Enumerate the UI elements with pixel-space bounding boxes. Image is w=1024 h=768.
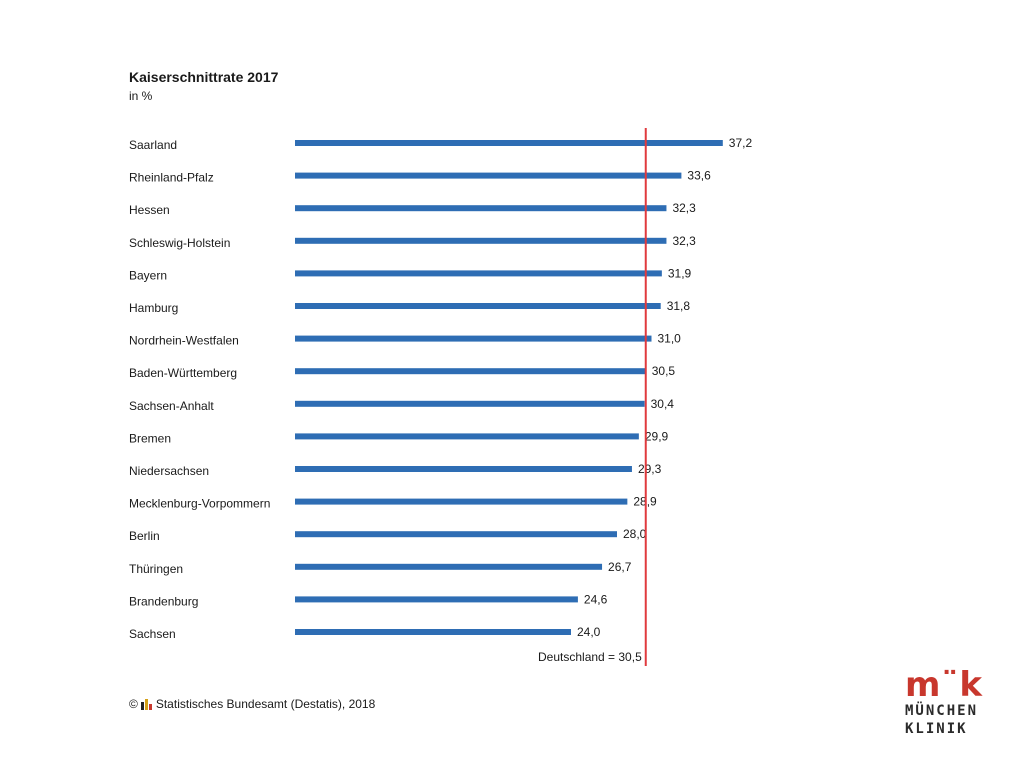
category-label: Sachsen-Anhalt bbox=[129, 399, 214, 413]
logo-line-1: MÜNCHEN bbox=[905, 703, 979, 719]
logo-mark: m¨k bbox=[905, 665, 984, 705]
bar bbox=[295, 596, 578, 603]
category-label: Hamburg bbox=[129, 301, 178, 315]
value-label: 32,3 bbox=[672, 234, 696, 248]
bar bbox=[295, 466, 632, 472]
category-label: Brandenburg bbox=[129, 594, 198, 608]
value-label: 33,6 bbox=[687, 169, 711, 183]
value-label: 31,9 bbox=[668, 266, 692, 280]
bar bbox=[295, 629, 571, 635]
category-label: Hessen bbox=[129, 203, 170, 217]
value-label: 31,8 bbox=[667, 299, 691, 313]
source-text: Statistisches Bundesamt (Destatis), 2018 bbox=[155, 697, 376, 711]
category-label: Schleswig-Holstein bbox=[129, 236, 230, 250]
category-label: Berlin bbox=[129, 529, 160, 543]
bar bbox=[295, 531, 617, 538]
value-label: 29,3 bbox=[638, 462, 662, 476]
bar bbox=[295, 498, 628, 505]
category-label: Sachsen bbox=[129, 627, 176, 641]
chart-subtitle: in % bbox=[129, 89, 153, 103]
reference-line-label: Deutschland = 30,5 bbox=[538, 650, 642, 664]
bar bbox=[295, 433, 639, 440]
bar bbox=[295, 270, 662, 277]
value-label: 24,6 bbox=[584, 592, 608, 606]
bar bbox=[295, 400, 645, 407]
logo-line-2: KLINIK bbox=[905, 721, 968, 737]
category-label: Niedersachsen bbox=[129, 464, 209, 478]
bar bbox=[295, 368, 646, 375]
source-note: © Statistisches Bundesamt (Destatis), 20… bbox=[129, 697, 375, 711]
bar bbox=[295, 172, 682, 179]
category-label: Bremen bbox=[129, 431, 171, 445]
category-label: Mecklenburg-Vorpommern bbox=[129, 497, 270, 511]
bar bbox=[295, 335, 652, 342]
value-label: 28,0 bbox=[623, 527, 647, 541]
value-label: 30,4 bbox=[651, 397, 675, 411]
bar bbox=[295, 237, 667, 244]
value-label: 37,2 bbox=[729, 136, 753, 150]
category-label: Rheinland-Pfalz bbox=[129, 171, 214, 185]
category-label: Baden-Württemberg bbox=[129, 366, 237, 380]
value-label: 31,0 bbox=[658, 332, 682, 346]
value-label: 30,5 bbox=[652, 364, 676, 378]
bar bbox=[295, 563, 603, 570]
bar bbox=[295, 303, 661, 309]
value-label: 29,9 bbox=[645, 429, 669, 443]
copyright-symbol: © bbox=[129, 697, 138, 711]
category-label: Saarland bbox=[129, 138, 177, 152]
destatis-logo-icon bbox=[140, 698, 152, 710]
muenchen-klinik-logo: m¨k MÜNCHEN KLINIK bbox=[905, 668, 995, 738]
bar bbox=[295, 205, 667, 212]
bar bbox=[295, 140, 723, 146]
category-label: Thüringen bbox=[129, 562, 183, 576]
chart-title: Kaiserschnittrate 2017 bbox=[129, 69, 279, 85]
category-label: Nordrhein-Westfalen bbox=[129, 334, 239, 348]
value-label: 26,7 bbox=[608, 560, 632, 574]
category-label: Bayern bbox=[129, 268, 167, 282]
value-label: 24,0 bbox=[577, 625, 601, 639]
value-label: 32,3 bbox=[672, 201, 696, 215]
